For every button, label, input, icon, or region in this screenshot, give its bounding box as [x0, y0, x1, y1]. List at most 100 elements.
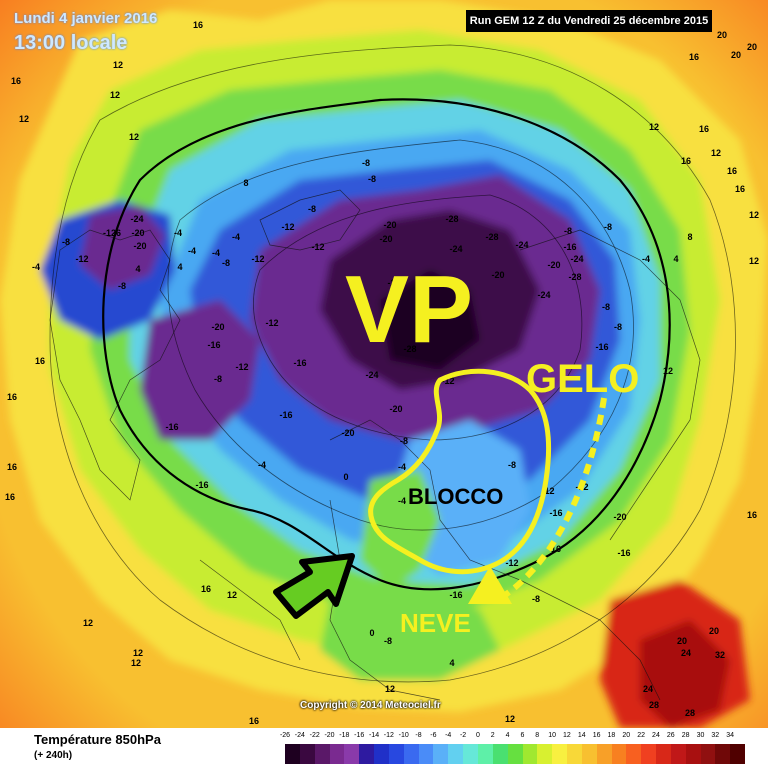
map-value-label: 12 [110, 90, 120, 100]
map-value-label: 16 [735, 184, 745, 194]
map-value-label: -8 [308, 204, 316, 214]
map-value-label: -8 [362, 158, 370, 168]
map-value-label: -24 [537, 290, 550, 300]
legend-tick-label: 8 [535, 732, 540, 739]
map-value-label: -4 [174, 228, 182, 238]
map-value-label: -20 [547, 260, 560, 270]
map-value-label: 16 [11, 76, 21, 86]
map-value-label: -4 [642, 254, 650, 264]
gelo-dotted-arrow [503, 397, 607, 598]
temperature-field [0, 0, 768, 728]
map-value-label: 16 [7, 462, 17, 472]
map-value-label: -24 [570, 254, 583, 264]
legend-tick-label: -8 [415, 732, 422, 739]
map-value-label: 24 [681, 648, 691, 658]
map-value-label: 4 [177, 262, 182, 272]
map-value-label: -16 [449, 590, 462, 600]
map-value-label: 20 [677, 636, 687, 646]
legend-swatch [477, 744, 493, 764]
legend-tick-label: -12 [383, 732, 394, 739]
legend-swatch [641, 744, 657, 764]
legend-footer: Température 850hPa (+ 240h) -26 -24 -22 -20… [0, 728, 768, 768]
map-value-label: 32 [715, 650, 725, 660]
legend-tick-label: 12 [563, 732, 571, 739]
map-value-label: -12 [281, 222, 294, 232]
map-value-label: -8 [400, 436, 408, 446]
map-value-label: -28 [403, 344, 416, 354]
map-value-label: -20 [341, 428, 354, 438]
legend-tick-label: 32 [711, 732, 720, 739]
legend-tick-label: -4 [445, 732, 452, 739]
map-value-label: -8 [602, 302, 610, 312]
legend-tick-label: 6 [520, 732, 525, 739]
legend-swatch [567, 744, 582, 764]
map-value-label: -4 [212, 248, 220, 258]
map-value-label: -12 [265, 318, 278, 328]
legend-swatch [552, 744, 568, 764]
color-scale-bar [285, 744, 746, 764]
legend-tick-label: 16 [592, 732, 601, 739]
blocco-label: BLOCCO [408, 484, 503, 509]
model-run-label: Run GEM 12 Z du Vendredi 25 décembre 201… [466, 10, 712, 32]
legend-swatch [448, 744, 464, 764]
legend-swatch [285, 744, 300, 764]
legend-tick-label: 30 [696, 732, 705, 739]
map-value-label: -8 [384, 636, 392, 646]
legend-swatch [314, 744, 330, 764]
map-value-label: -8 [62, 237, 70, 247]
map-value-label: -20 [211, 322, 224, 332]
legend-swatch [715, 744, 731, 764]
map-value-label: 8 [243, 178, 248, 188]
legend-swatch [463, 744, 478, 764]
map-value-label: -12 [441, 376, 454, 386]
legend-swatch [656, 744, 671, 764]
map-value-label: 12 [749, 256, 759, 266]
legend-swatch [670, 744, 686, 764]
map-value-label: 28 [649, 700, 659, 710]
legend-swatch [388, 744, 404, 764]
forecast-lead-time: (+ 240h) [34, 750, 73, 761]
map-value-label: -24 [515, 240, 528, 250]
map-value-label: -12 [541, 486, 554, 496]
legend-tick-label: 24 [652, 732, 660, 739]
map-value-label: -20 [131, 228, 144, 238]
forecast-time: 13:00 locale [14, 32, 128, 54]
copyright-text: Copyright © 2014 Meteociel.fr [300, 700, 441, 711]
map-value-label: -24 [415, 284, 428, 294]
map-value-label: 16 [681, 156, 691, 166]
map-value-label: 16 [5, 492, 15, 502]
map-value-label: 12 [385, 684, 395, 694]
map-value-label: 12 [129, 132, 139, 142]
map-value-label: 4 [135, 264, 140, 274]
block-arrow [273, 553, 355, 619]
map-value-label: -20 [613, 512, 626, 522]
map-value-label: -8 [532, 594, 540, 604]
legend-tick-label: 20 [622, 732, 631, 739]
map-value-label: 0 [369, 628, 374, 638]
legend-swatch [581, 744, 597, 764]
map-variable-title: Température 850hPa [34, 732, 161, 747]
legend-tick-label: 34 [726, 732, 735, 739]
forecast-date: Lundi 4 janvier 2016 [14, 10, 158, 27]
map-value-label: -4 [398, 496, 406, 506]
legend-tick-label: 18 [607, 732, 616, 739]
map-value-label: -20 [379, 234, 392, 244]
map-value-label: 12 [649, 122, 659, 132]
map-value-label: 16 [249, 716, 259, 726]
legend-tick-label: -26 [279, 732, 291, 739]
blocco-outline [368, 368, 552, 575]
map-value-label: 12 [663, 366, 673, 376]
map-value-label: -16 [293, 358, 306, 368]
map-value-label: 16 [689, 52, 699, 62]
map-value-label: 12 [505, 714, 515, 724]
map-value-label: -28 [445, 214, 458, 224]
map-value-label: 12 [19, 114, 29, 124]
legend-tick-label: -20 [324, 732, 335, 739]
map-value-label: 12 [83, 618, 93, 628]
map-value-label: 16 [551, 544, 561, 554]
legend-tick-label: -16 [354, 732, 365, 739]
map-value-label: -8 [614, 322, 622, 332]
map-value-label: 12 [227, 590, 237, 600]
map-value-label: 12 [711, 148, 721, 158]
